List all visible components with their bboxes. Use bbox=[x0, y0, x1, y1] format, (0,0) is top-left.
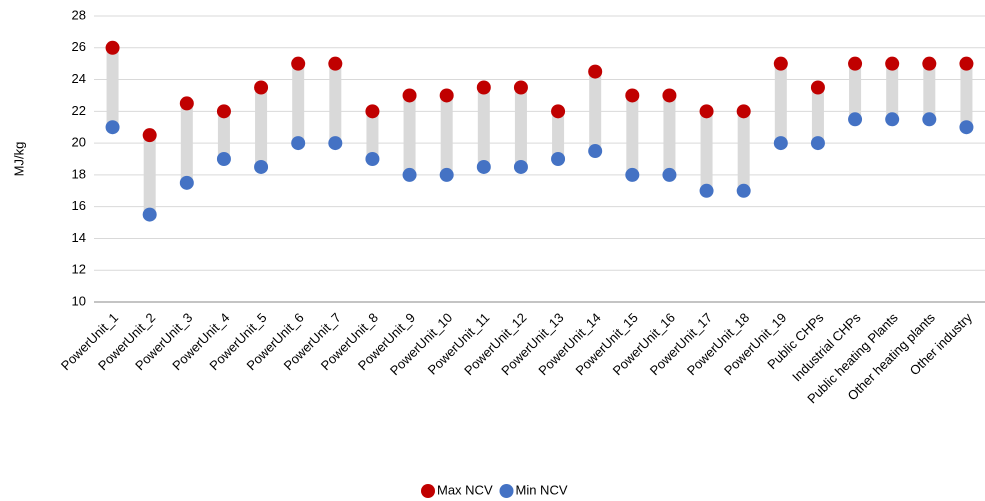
dot bbox=[402, 167, 417, 182]
dot bbox=[662, 88, 677, 103]
dot bbox=[179, 175, 194, 190]
dot bbox=[105, 40, 120, 55]
dot bbox=[476, 80, 491, 95]
dot bbox=[439, 88, 454, 103]
dot bbox=[736, 183, 751, 198]
dot bbox=[365, 152, 380, 166]
dot bbox=[922, 56, 937, 71]
y-tick-label: 22 bbox=[72, 103, 86, 118]
legend-marker bbox=[499, 484, 514, 498]
y-tick-label: 18 bbox=[72, 166, 86, 181]
y-tick-label: 16 bbox=[72, 198, 86, 213]
dot bbox=[439, 167, 454, 182]
dot bbox=[513, 80, 528, 95]
dot bbox=[699, 104, 714, 119]
dot bbox=[551, 152, 566, 166]
dot bbox=[736, 104, 751, 119]
dot bbox=[773, 56, 788, 71]
dot bbox=[625, 167, 640, 182]
dot bbox=[216, 152, 231, 166]
dot bbox=[922, 112, 937, 127]
dot bbox=[513, 159, 528, 174]
dot bbox=[662, 167, 677, 182]
legend-label: Max NCV bbox=[437, 482, 493, 497]
dot bbox=[885, 112, 900, 127]
dot bbox=[365, 104, 380, 119]
dot bbox=[848, 56, 863, 71]
dot bbox=[142, 128, 157, 143]
dot bbox=[179, 96, 194, 111]
dot bbox=[142, 207, 157, 222]
dot bbox=[328, 136, 343, 151]
dot bbox=[959, 56, 974, 71]
y-tick-label: 20 bbox=[72, 135, 86, 150]
dot bbox=[848, 112, 863, 127]
y-tick-label: 10 bbox=[72, 293, 86, 308]
dot bbox=[699, 183, 714, 198]
dot bbox=[254, 159, 269, 174]
legend-label: Min NCV bbox=[516, 482, 568, 497]
dot bbox=[216, 104, 231, 119]
legend-marker bbox=[421, 484, 435, 498]
y-tick-label: 26 bbox=[72, 39, 86, 54]
dot bbox=[402, 88, 417, 103]
dot bbox=[773, 136, 788, 151]
dot bbox=[625, 88, 640, 103]
dot bbox=[105, 120, 120, 135]
dot bbox=[959, 120, 974, 135]
dot bbox=[291, 56, 306, 71]
dot bbox=[810, 80, 825, 95]
dot bbox=[476, 159, 491, 174]
y-tick-label: 12 bbox=[72, 262, 86, 277]
dot bbox=[588, 144, 603, 159]
dot bbox=[588, 64, 603, 79]
y-tick-label: 28 bbox=[72, 7, 86, 22]
dot bbox=[254, 80, 269, 95]
y-axis-label: MJ/kg bbox=[11, 142, 26, 177]
dot bbox=[551, 104, 566, 119]
dot bbox=[810, 136, 825, 151]
dot bbox=[291, 136, 306, 151]
dot bbox=[328, 56, 343, 71]
y-tick-label: 24 bbox=[72, 71, 86, 86]
dot bbox=[885, 56, 900, 71]
y-tick-label: 14 bbox=[72, 230, 86, 245]
